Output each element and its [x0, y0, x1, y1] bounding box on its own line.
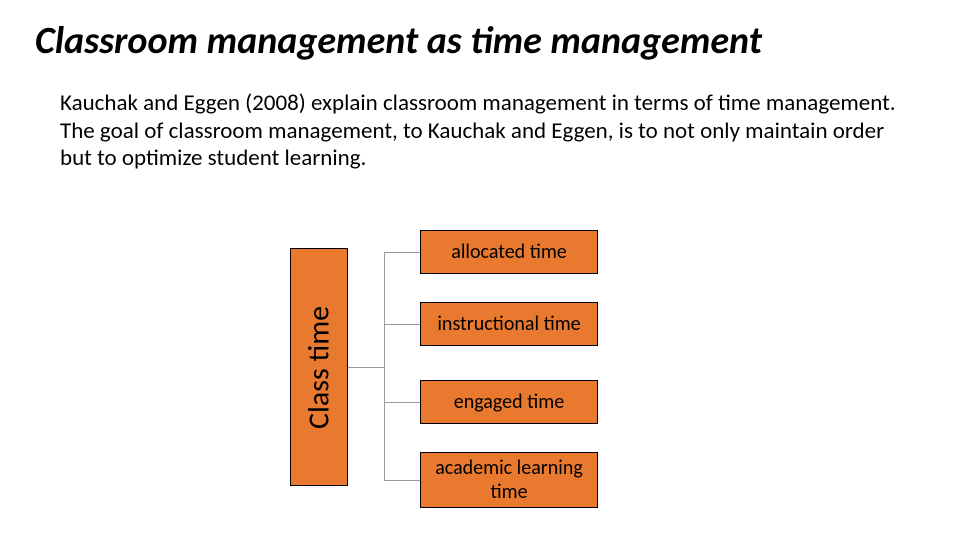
slide: Classroom management as time management …: [0, 0, 960, 540]
root-node-class-time: Class time: [290, 248, 348, 486]
connector-branch-3: [384, 480, 420, 481]
connector-branch-2: [384, 402, 420, 403]
root-node-label: Class time: [301, 305, 338, 428]
child-node-2: engaged time: [420, 380, 598, 424]
connector-spine-v: [384, 252, 385, 480]
time-tree-diagram: Class time allocated time instructional …: [290, 230, 710, 530]
child-node-2-label: engaged time: [454, 390, 564, 414]
child-node-1: instructional time: [420, 302, 598, 346]
connector-trunk-h: [348, 367, 384, 368]
child-node-3: academic learning time: [420, 452, 598, 508]
slide-title: Classroom management as time management: [35, 18, 935, 64]
connector-branch-1: [384, 324, 420, 325]
child-node-1-label: instructional time: [437, 312, 580, 336]
child-node-0-label: allocated time: [451, 240, 567, 264]
connector-branch-0: [384, 252, 420, 253]
body-paragraph: Kauchak and Eggen (2008) explain classro…: [60, 90, 900, 173]
child-node-0: allocated time: [420, 230, 598, 274]
child-node-3-label: academic learning time: [425, 456, 593, 504]
